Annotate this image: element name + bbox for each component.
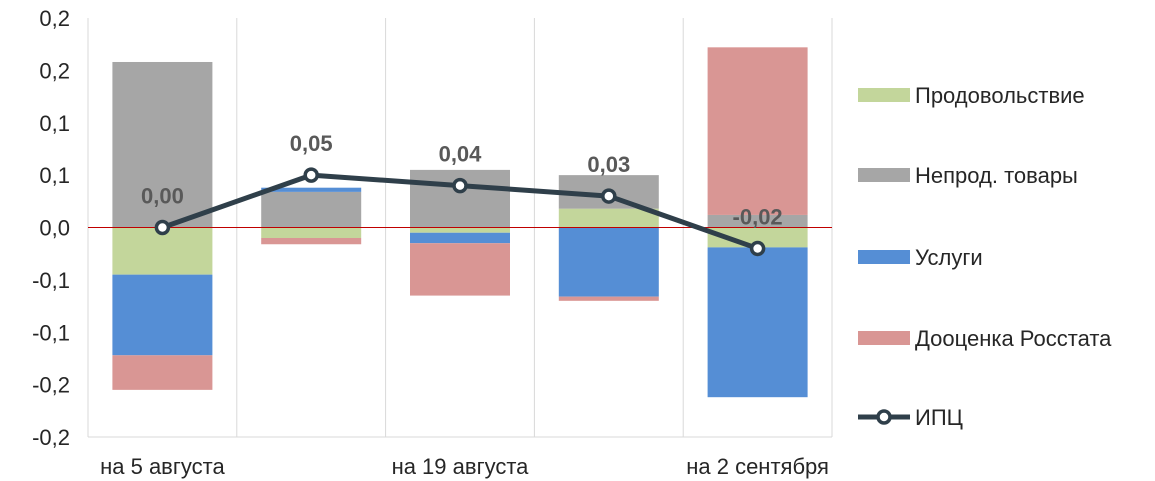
- bar-segment: [410, 243, 510, 296]
- cpi-data-label: 0,04: [439, 142, 483, 167]
- legend-label: Непрод. товары: [915, 163, 1078, 188]
- bar-segment: [261, 191, 362, 228]
- y-tick-label: 0,1: [39, 163, 70, 188]
- x-tick-label: на 2 сентября: [686, 454, 829, 479]
- bar-segment: [112, 227, 213, 275]
- bar-segment: [261, 237, 362, 245]
- y-tick-label: -0,2: [32, 373, 70, 398]
- y-tick-label: 0,0: [39, 216, 70, 241]
- bar-segment: [558, 296, 659, 301]
- legend-swatch: [858, 88, 910, 102]
- cpi-point: [601, 188, 617, 204]
- legend-label: Продовольствие: [915, 83, 1085, 108]
- legend-marker: [876, 409, 892, 425]
- legend-swatch: [858, 331, 910, 345]
- bar-segment: [707, 247, 808, 398]
- cpi-point: [452, 177, 468, 194]
- y-tick-label: -0,1: [32, 268, 70, 293]
- cpi-point: [749, 240, 766, 257]
- legend-label: Услуги: [915, 245, 983, 270]
- bar-segment: [558, 208, 659, 228]
- bar-segment: [707, 227, 808, 248]
- y-tick-label: 0,2: [39, 58, 70, 83]
- legend-label: ИПЦ: [915, 405, 963, 430]
- cpi-data-label: -0,02: [733, 204, 783, 229]
- bar-segment: [261, 187, 362, 192]
- y-tick-label: 0,1: [39, 111, 70, 136]
- bar-segment: [410, 232, 510, 244]
- legend-swatch: [858, 168, 910, 182]
- cpi-point: [303, 167, 319, 183]
- bar-segment: [261, 227, 362, 238]
- y-tick-label: -0,1: [32, 320, 70, 345]
- cpi-data-label: 0,00: [141, 184, 184, 209]
- bar-segment: [410, 227, 510, 233]
- x-tick-label: на 5 августа: [100, 454, 225, 479]
- x-tick-label: на 19 августа: [392, 454, 530, 479]
- cpi-data-label: 0,05: [290, 131, 333, 156]
- bar-segment: [112, 61, 213, 228]
- y-tick-label: -0,2: [32, 425, 70, 450]
- bar-segment: [112, 355, 213, 390]
- bar-segment: [707, 47, 808, 215]
- legend-swatch: [858, 250, 910, 264]
- y-tick-label: 0,2: [39, 6, 70, 31]
- legend-label: Дооценка Росстата: [915, 326, 1112, 351]
- bar-segment: [707, 214, 808, 228]
- bar-segment: [112, 274, 213, 356]
- cpi-point: [154, 219, 171, 236]
- bar-segment: [558, 227, 659, 297]
- cpi-data-label: 0,03: [587, 152, 630, 177]
